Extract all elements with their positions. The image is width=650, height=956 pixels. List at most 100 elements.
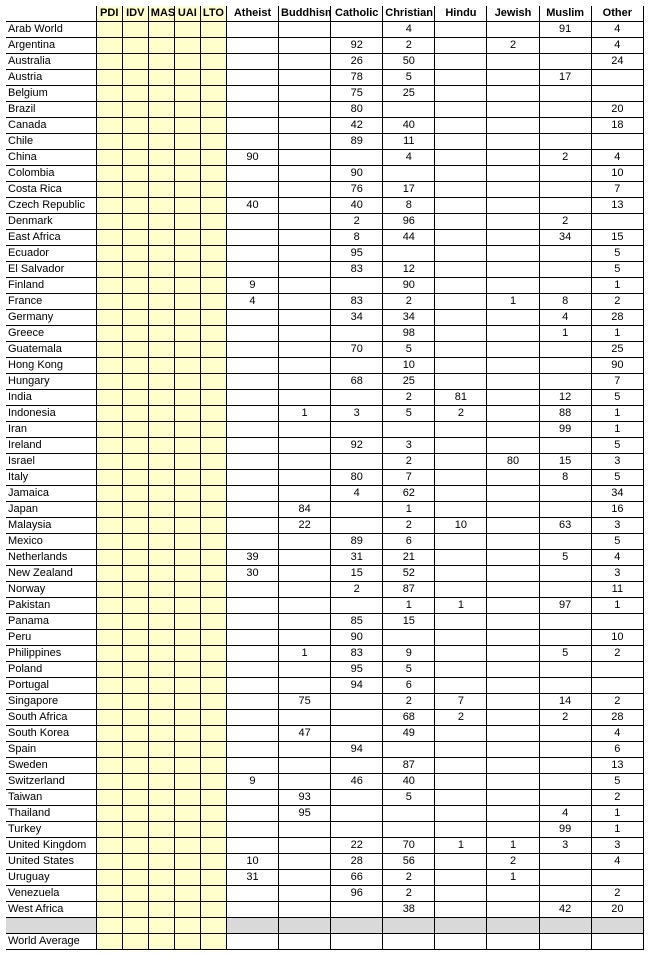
cell-muslim: 4 [539,806,591,822]
cell-jewish [487,374,539,390]
cell-christian: 44 [383,230,435,246]
cell-buddhism [279,150,331,166]
cell-buddhism [279,278,331,294]
cell-catholic: 8 [331,230,383,246]
cell-mas [148,710,174,726]
cell-buddhism [279,390,331,406]
cell-mas [148,214,174,230]
cell-catholic: 42 [331,118,383,134]
cell-buddhism [279,326,331,342]
cell-lto [200,22,226,38]
cell-pdi [96,406,122,422]
cell-hindu [435,630,487,646]
cell-uai [174,662,200,678]
cell-jewish [487,198,539,214]
cell-hindu [435,150,487,166]
cell-pdi [96,454,122,470]
table-row: Australia265024 [6,54,644,70]
cell-jewish [487,678,539,694]
cell-uai [174,582,200,598]
cell-hindu [435,86,487,102]
cell-hindu [435,646,487,662]
cell-mas [148,838,174,854]
cell-hindu [435,262,487,278]
country-cell: Australia [6,54,96,70]
cell-pdi [96,342,122,358]
cell-catholic: 70 [331,342,383,358]
cell-muslim [539,358,591,374]
cell-mas [148,886,174,902]
cell-lto [200,886,226,902]
cell-hindu [435,198,487,214]
cell-buddhism [279,582,331,598]
cell-christian: 2 [383,694,435,710]
table-row: Singapore7527142 [6,694,644,710]
cell-catholic: 78 [331,70,383,86]
country-cell: India [6,390,96,406]
cell-mas [148,278,174,294]
cell-jewish [487,742,539,758]
cell-other: 4 [591,38,643,54]
cell-catholic: 94 [331,742,383,758]
cell-jewish [487,694,539,710]
country-cell: South Korea [6,726,96,742]
cell-uai [174,262,200,278]
cell-jewish [487,358,539,374]
cell-idv [122,742,148,758]
cell-lto [200,918,226,934]
cell-uai [174,278,200,294]
cell-muslim [539,630,591,646]
cell-catholic: 31 [331,550,383,566]
cell-other: 90 [591,358,643,374]
cell-other: 5 [591,774,643,790]
cell-pdi [96,230,122,246]
cell-mas [148,582,174,598]
cell-muslim [539,246,591,262]
cell-mas [148,262,174,278]
cell-idv [122,582,148,598]
cell-hindu [435,70,487,86]
cell-other: 10 [591,630,643,646]
cell-christian: 25 [383,374,435,390]
cell-mas [148,646,174,662]
cell-mas [148,502,174,518]
cell-lto [200,358,226,374]
cell-idv [122,70,148,86]
cell-mas [148,342,174,358]
cell-christian: 6 [383,678,435,694]
cell-lto [200,390,226,406]
cell-hindu [435,550,487,566]
cell-muslim [539,614,591,630]
cell-mas [148,390,174,406]
table-row: Iran991 [6,422,644,438]
cell-jewish [487,54,539,70]
cell-hindu [435,278,487,294]
cell-uai [174,838,200,854]
cell-atheist [226,726,278,742]
cell-hindu [435,166,487,182]
cell-idv [122,294,148,310]
country-cell: France [6,294,96,310]
cell-muslim [539,262,591,278]
cell-uai [174,358,200,374]
cell-mas [148,102,174,118]
cell-muslim: 1 [539,326,591,342]
cell-uai [174,566,200,582]
cell-uai [174,422,200,438]
country-cell: Brazil [6,102,96,118]
cell-christian: 56 [383,854,435,870]
cell-uai [174,374,200,390]
cell-idv [122,422,148,438]
cell-hindu [435,886,487,902]
cell-atheist [226,102,278,118]
cell-lto [200,854,226,870]
country-cell: Argentina [6,38,96,54]
cell-lto [200,230,226,246]
cell-hindu [435,614,487,630]
cell-pdi [96,38,122,54]
cell-catholic: 94 [331,678,383,694]
table-row: Brazil8020 [6,102,644,118]
cell-uai [174,70,200,86]
table-row: France4832182 [6,294,644,310]
cell-muslim [539,502,591,518]
